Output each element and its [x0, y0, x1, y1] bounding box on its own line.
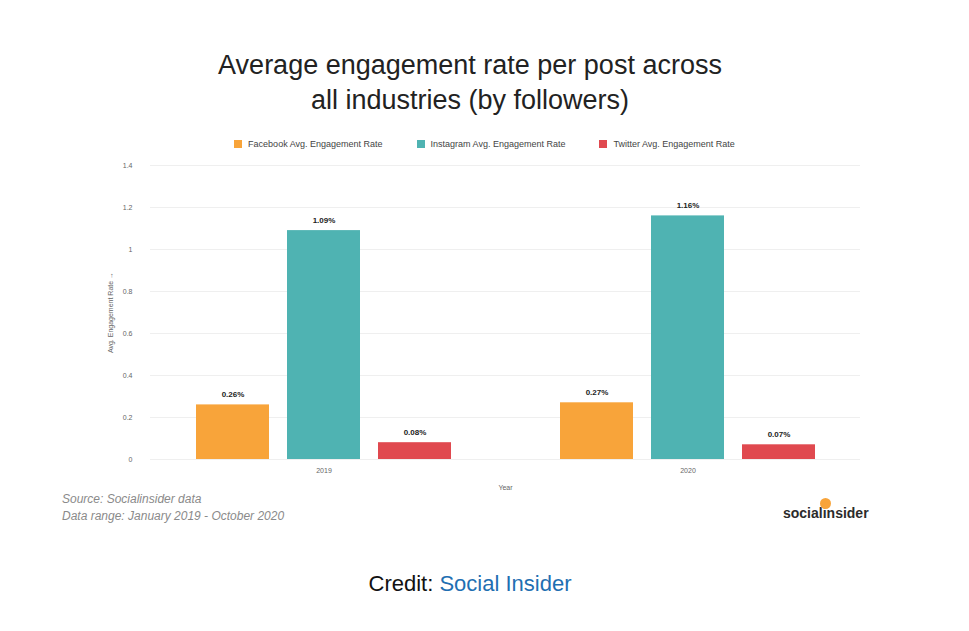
html-text:Credit: Social Insider: Credit: Social Insider — [368, 571, 572, 596]
svg-text:0.2: 0.2 — [123, 414, 133, 421]
svg-text:0.26%: 0.26% — [222, 390, 245, 399]
html-text:Twitter Avg. Engagement Rate: Twitter Avg. Engagement Rate — [613, 139, 735, 149]
svg-text:0.6: 0.6 — [123, 330, 133, 337]
svg-text:2019: 2019 — [316, 467, 332, 474]
svg-text:0.27%: 0.27% — [586, 388, 609, 397]
html-text:Facebook Avg. Engagement Rate: Facebook Avg. Engagement Rate — [248, 139, 383, 149]
svg-text:1.2: 1.2 — [123, 204, 133, 211]
svg-text:1.16%: 1.16% — [677, 201, 700, 210]
html-text:Instagram Avg. Engagement Rate: Instagram Avg. Engagement Rate — [430, 139, 566, 149]
svg-text:0.07%: 0.07% — [768, 430, 791, 439]
svg-text:Year: Year — [498, 484, 513, 491]
html-text:socialinsider: socialinsider — [783, 505, 869, 521]
svg-text:1: 1 — [129, 246, 133, 253]
html-text:Source: Socialinsider data: Source: Socialinsider data — [62, 492, 202, 506]
svg-text:1.4: 1.4 — [123, 162, 133, 169]
html-text:Average engagement rate per po: Average engagement rate per post across … — [218, 50, 722, 115]
svg-text:0.8: 0.8 — [123, 288, 133, 295]
svg-text:Avg. Engagement Rate →: Avg. Engagement Rate → — [107, 272, 115, 353]
svg-text:0.4: 0.4 — [123, 372, 133, 379]
html-text:Data range: January 2019 - Oct: Data range: January 2019 - October 2020 — [62, 509, 285, 523]
svg-text:0: 0 — [129, 456, 133, 463]
svg-text:0.08%: 0.08% — [404, 428, 427, 437]
svg-text:1.09%: 1.09% — [313, 216, 336, 225]
svg-text:2020: 2020 — [680, 467, 696, 474]
